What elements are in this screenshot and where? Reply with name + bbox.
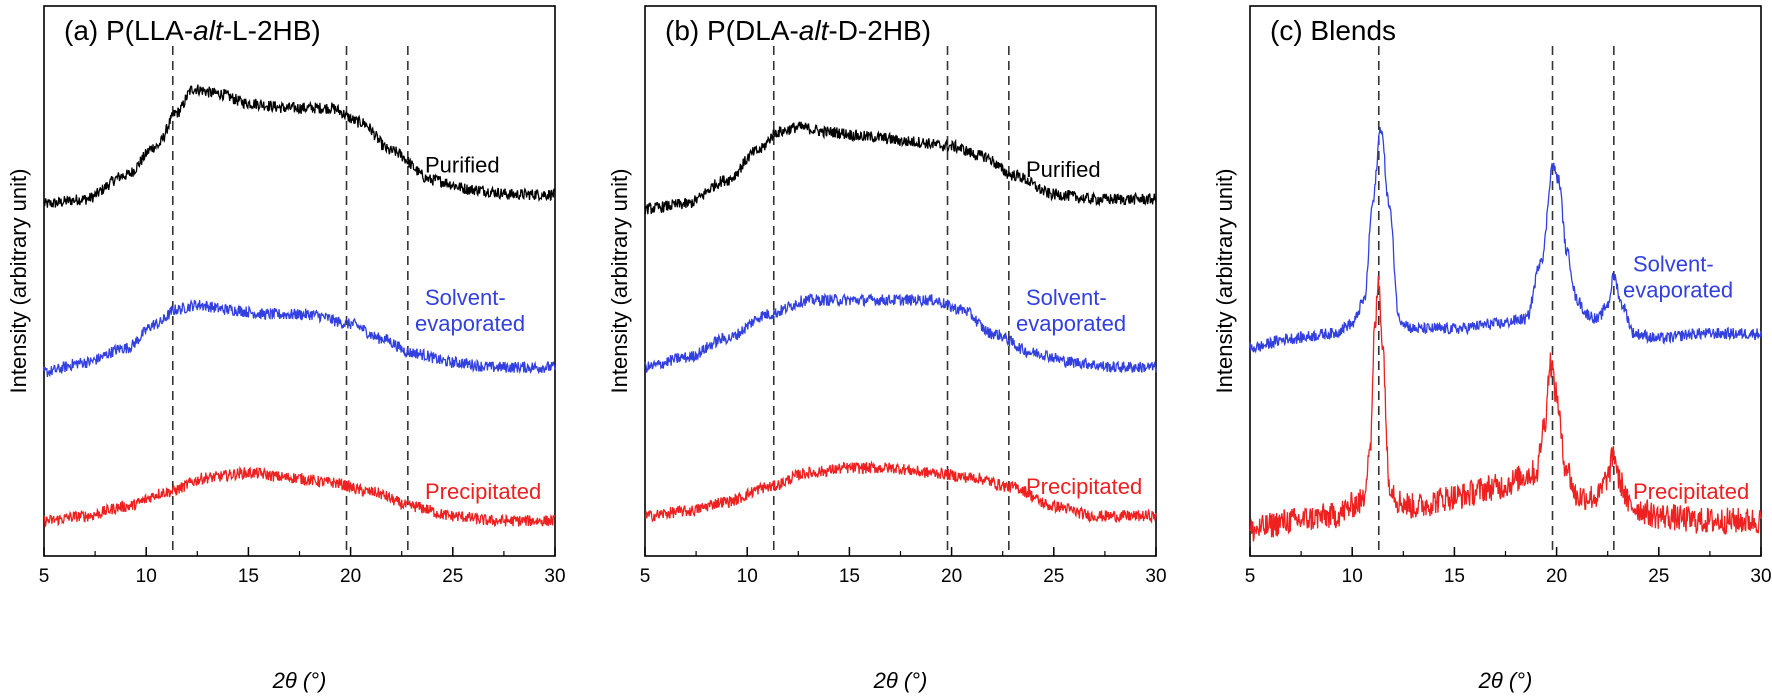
series-line-purified <box>43 84 556 208</box>
x-tick-label: 20 <box>1546 566 1567 587</box>
x-tick-label: 25 <box>1043 566 1064 587</box>
series-line-solvent-evaporated <box>43 298 556 377</box>
panel-title: (c) Blends <box>1270 15 1396 46</box>
y-axis-label: Intensity (arbitrary unit) <box>1212 169 1237 394</box>
series-label: Solvent-evaporated <box>1016 285 1126 336</box>
x-axis-label: 2θ (°) <box>1478 668 1533 693</box>
panel-title: (a) P(LLA-alt-L-2HB) <box>64 15 321 46</box>
series-line-precipitated <box>1249 276 1762 542</box>
x-tick-label: 25 <box>442 566 463 587</box>
x-tick-label: 5 <box>39 566 50 587</box>
series-label: Precipitated <box>1633 479 1749 504</box>
series-label: Purified <box>425 152 500 177</box>
x-tick-label: 15 <box>238 566 259 587</box>
chart-panel-1: 5 10 15 20 25 30 (b) P(DLA-alt-D-2HB) 2θ (°) Int… <box>607 5 1167 693</box>
series-label: Purified <box>1026 157 1101 182</box>
y-axis-label: Intensity (arbitrary unit) <box>6 169 31 394</box>
series-line-solvent-evaporated <box>644 292 1157 374</box>
series-label: Solvent-evaporated <box>415 285 525 336</box>
series-line-solvent-evaporated <box>1249 126 1762 354</box>
series-label: Precipitated <box>425 479 541 504</box>
series-line-purified <box>644 121 1157 215</box>
x-tick-label: 5 <box>640 566 651 587</box>
x-tick-label: 20 <box>941 566 962 587</box>
series-line-precipitated <box>644 460 1157 524</box>
chart-panel-0: 5 10 15 20 25 30 (a) P(LLA-alt-L-2HB) 2θ (°) Int… <box>6 5 566 693</box>
panel-title: (b) P(DLA-alt-D-2HB) <box>665 15 931 46</box>
series-label: Solvent-evaporated <box>1623 252 1733 303</box>
plot-frame <box>43 5 556 557</box>
x-tick-label: 5 <box>1245 566 1256 587</box>
x-axis-label: 2θ (°) <box>272 668 327 693</box>
series-line-precipitated <box>43 465 556 529</box>
x-tick-label: 30 <box>1145 566 1166 587</box>
x-tick-label: 10 <box>737 566 758 587</box>
x-tick-label: 30 <box>544 566 565 587</box>
chart-panel-2: 5 10 15 20 25 30 (c) Blends 2θ (°) Intensity (ar… <box>1212 5 1772 693</box>
y-axis-label: Intensity (arbitrary unit) <box>607 169 632 394</box>
x-tick-label: 20 <box>340 566 361 587</box>
x-axis-label: 2θ (°) <box>873 668 928 693</box>
series-label: Precipitated <box>1026 474 1142 499</box>
x-tick-label: 10 <box>1342 566 1363 587</box>
x-tick-label: 15 <box>1444 566 1465 587</box>
x-tick-label: 25 <box>1648 566 1669 587</box>
x-tick-label: 30 <box>1750 566 1771 587</box>
x-tick-label: 15 <box>839 566 860 587</box>
x-tick-label: 10 <box>136 566 157 587</box>
